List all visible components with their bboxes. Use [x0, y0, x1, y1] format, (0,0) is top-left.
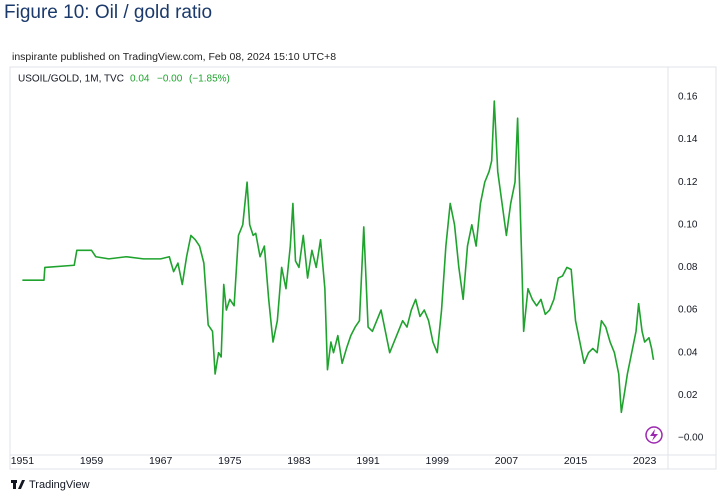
y-tick-label: 0.04: [678, 347, 698, 358]
legend-change: −0.00: [157, 74, 183, 85]
y-tick-label: 0.08: [678, 262, 698, 273]
y-tick-label: 0.06: [678, 305, 698, 316]
x-tick-label: 1951: [11, 455, 35, 467]
data-line: [22, 100, 655, 414]
legend-last: 0.04: [130, 74, 150, 85]
y-tick-label: 0.14: [678, 134, 698, 145]
lightning-icon[interactable]: [645, 426, 663, 444]
tv-logo: [11, 480, 25, 489]
x-tick-label: 1959: [80, 455, 104, 467]
legend-change-pct: (−1.85%): [189, 74, 230, 85]
chart-frame: [9, 66, 717, 470]
y-tick-label: 0.02: [678, 390, 698, 401]
footer-brand: TradingView: [29, 479, 90, 491]
x-tick-label: 2007: [495, 455, 519, 467]
y-tick-label: 0.10: [678, 219, 698, 230]
x-tick-label: 2023: [633, 455, 657, 467]
y-tick-label: 0.12: [678, 177, 698, 188]
x-tick-label: 1967: [149, 455, 173, 467]
x-tick-label: 1991: [356, 455, 380, 467]
x-tick-label: 1999: [426, 455, 450, 467]
y-tick-label: −0.00: [678, 433, 704, 444]
y-tick-label: 0.16: [678, 91, 698, 102]
legend-symbol: USOIL/GOLD, 1M, TVC: [18, 74, 124, 85]
x-tick-label: 2015: [564, 455, 588, 467]
chart-subtitle: inspirante published on TradingView.com,…: [12, 51, 336, 63]
x-tick-label: 1975: [218, 455, 242, 467]
chart-title: Figure 10: Oil / gold ratio: [4, 2, 212, 23]
x-tick-label: 1983: [287, 455, 311, 467]
